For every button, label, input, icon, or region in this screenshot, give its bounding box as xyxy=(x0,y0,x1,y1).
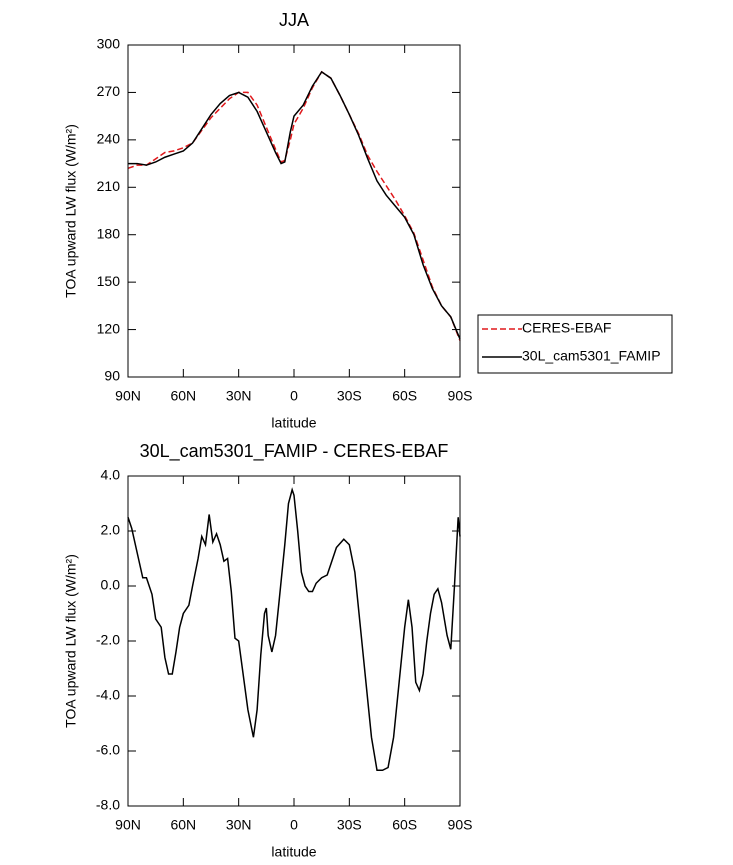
x-tick-label: 30N xyxy=(226,388,252,404)
x-tick-label: 30S xyxy=(337,388,362,404)
data-line xyxy=(127,487,461,771)
x-tick-label: 90S xyxy=(448,388,473,404)
legend-label: CERES-EBAF xyxy=(522,320,611,336)
y-tick-label: 2.0 xyxy=(101,522,121,538)
y-tick-label: 210 xyxy=(97,178,121,194)
x-tick-label: 0 xyxy=(290,817,298,833)
x-tick-label: 60S xyxy=(392,388,417,404)
chart-title: 30L_cam5301_FAMIP - CERES-EBAF xyxy=(140,441,449,462)
y-axis-label: TOA upward LW flux (W/m²) xyxy=(63,554,79,728)
x-tick-label: 0 xyxy=(290,388,298,404)
y-tick-label: 150 xyxy=(97,273,121,289)
plot-frame xyxy=(127,475,461,807)
y-tick-label: 240 xyxy=(97,131,121,147)
x-tick-label: 90N xyxy=(115,388,141,404)
data-line xyxy=(127,70,461,341)
data-line xyxy=(128,70,461,340)
y-tick-label: 90 xyxy=(104,368,120,384)
x-axis-label: latitude xyxy=(271,844,316,860)
x-axis-label: latitude xyxy=(271,415,316,431)
chart-title: JJA xyxy=(279,10,309,30)
y-tick-label: 300 xyxy=(97,36,121,52)
y-axis-label: TOA upward LW flux (W/m²) xyxy=(63,124,79,298)
x-tick-label: 30S xyxy=(337,817,362,833)
x-tick-label: 60N xyxy=(170,388,196,404)
legend-label: 30L_cam5301_FAMIP xyxy=(522,348,661,364)
y-tick-label: -2.0 xyxy=(96,632,120,648)
legend-box xyxy=(477,314,673,374)
y-tick-label: 4.0 xyxy=(101,467,121,483)
plot-frame xyxy=(127,44,461,378)
y-tick-label: 270 xyxy=(97,83,121,99)
x-tick-label: 60N xyxy=(170,817,196,833)
x-tick-label: 60S xyxy=(392,817,417,833)
x-tick-label: 30N xyxy=(226,817,252,833)
x-tick-label: 90N xyxy=(115,817,141,833)
y-tick-label: 0.0 xyxy=(101,577,121,593)
y-tick-label: -6.0 xyxy=(96,742,120,758)
y-tick-label: -8.0 xyxy=(96,797,120,813)
x-tick-label: 90S xyxy=(448,817,473,833)
y-tick-label: 120 xyxy=(97,320,121,336)
y-tick-label: -4.0 xyxy=(96,687,120,703)
y-tick-label: 180 xyxy=(97,225,121,241)
